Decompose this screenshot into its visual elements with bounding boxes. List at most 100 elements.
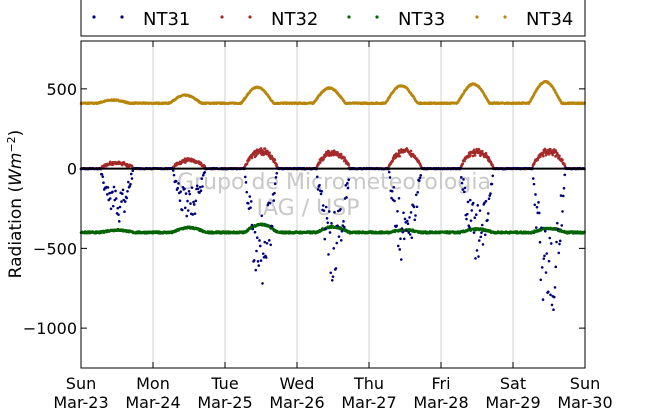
data-point-nt31 — [407, 231, 411, 234]
data-point-nt31 — [125, 196, 129, 200]
data-point-nt31 — [408, 233, 412, 236]
data-point-nt31 — [320, 189, 324, 193]
x-tick-label-day: Thu — [353, 374, 384, 393]
data-point-nt31 — [474, 213, 478, 216]
x-tick-label-date: Mar-27 — [341, 393, 396, 409]
data-point-nt32 — [250, 156, 254, 160]
data-point-nt31 — [412, 205, 416, 209]
data-point-nt31 — [129, 182, 132, 186]
data-point-nt31 — [481, 243, 485, 246]
data-point-nt31 — [550, 303, 554, 307]
data-point-nt31 — [463, 186, 467, 190]
data-point-nt31 — [561, 194, 565, 198]
data-point-nt31 — [460, 181, 464, 185]
data-point-nt32 — [391, 159, 394, 163]
data-point-nt31 — [245, 190, 249, 194]
data-point-nt31 — [541, 298, 545, 301]
data-point-nt31 — [270, 225, 274, 228]
data-point-nt32 — [463, 159, 466, 163]
data-point-nt31 — [250, 223, 254, 227]
data-point-nt31 — [120, 192, 124, 196]
data-point-nt31 — [546, 290, 550, 294]
data-point-nt32 — [461, 162, 465, 165]
data-point-nt31 — [273, 191, 276, 195]
x-tick-label-date: Mar-30 — [557, 393, 612, 409]
x-tick-label-day: Wed — [280, 374, 315, 393]
data-point-nt31 — [405, 219, 409, 223]
data-point-nt32 — [484, 151, 488, 155]
data-point-nt31 — [483, 201, 486, 205]
data-point-nt31 — [259, 259, 263, 262]
data-point-nt31 — [246, 202, 250, 205]
data-point-nt31 — [475, 249, 479, 252]
data-point-nt31 — [402, 211, 405, 215]
legend-marker — [375, 15, 379, 19]
x-tick-label-date: Mar-24 — [125, 393, 180, 409]
data-point-nt32 — [468, 153, 472, 157]
data-point-nt31 — [345, 182, 349, 185]
data-point-nt32 — [263, 147, 267, 150]
data-point-nt32 — [203, 164, 207, 168]
data-point-nt31 — [186, 209, 190, 212]
data-point-nt31 — [387, 170, 391, 174]
data-point-nt32 — [471, 154, 475, 158]
data-point-nt32 — [409, 149, 413, 153]
data-point-nt31 — [185, 214, 189, 218]
data-point-nt31 — [542, 257, 546, 260]
data-point-nt31 — [114, 197, 118, 200]
data-point-nt31 — [192, 200, 195, 204]
y-tick-label: 0 — [67, 160, 77, 179]
legend-marker — [347, 15, 351, 19]
data-point-nt32 — [200, 162, 203, 165]
data-point-nt31 — [459, 176, 463, 179]
x-tick-label-day: Sun — [570, 374, 600, 393]
data-point-nt31 — [315, 175, 319, 179]
data-point-nt31 — [252, 259, 256, 262]
data-point-nt31 — [176, 186, 180, 190]
data-point-nt32 — [339, 152, 343, 156]
y-axis-label: Radiation (Wm−2) — [5, 130, 27, 279]
data-point-nt31 — [473, 216, 477, 219]
data-point-nt31 — [543, 229, 547, 233]
data-point-nt31 — [330, 222, 333, 225]
data-point-nt31 — [102, 181, 105, 184]
data-point-nt31 — [395, 224, 399, 228]
data-point-nt31 — [558, 242, 561, 246]
data-point-nt31 — [199, 189, 203, 192]
data-point-nt31 — [275, 171, 279, 175]
data-point-nt31 — [265, 241, 269, 245]
data-point-nt31 — [328, 231, 332, 234]
data-point-nt31 — [180, 208, 184, 212]
watermark: Grupo de Micrometeorologia IAG / USP — [177, 170, 491, 221]
data-point-nt31 — [400, 227, 404, 230]
data-point-nt31 — [552, 308, 555, 312]
data-point-nt31 — [468, 225, 471, 229]
data-point-nt31 — [329, 271, 333, 275]
legend-marker — [248, 15, 252, 19]
data-point-nt31 — [117, 213, 120, 216]
data-point-nt31 — [344, 184, 348, 187]
data-point-nt31 — [403, 217, 407, 221]
data-point-nt31 — [244, 181, 248, 184]
data-point-nt31 — [554, 265, 558, 269]
data-point-nt31 — [335, 241, 339, 245]
data-point-nt31 — [117, 220, 121, 223]
data-point-nt31 — [533, 203, 537, 207]
x-tick-label-date: Mar-28 — [413, 393, 468, 409]
data-point-nt31 — [556, 227, 560, 231]
data-point-nt31 — [177, 182, 180, 185]
data-point-nt31 — [109, 207, 113, 211]
data-point-nt31 — [108, 197, 112, 200]
data-point-nt31 — [480, 223, 484, 227]
data-point-nt31 — [255, 249, 258, 253]
data-point-nt31 — [121, 188, 125, 192]
data-point-nt31 — [545, 252, 549, 255]
data-point-nt31 — [477, 255, 480, 258]
data-point-nt31 — [193, 212, 197, 215]
data-point-nt31 — [469, 219, 473, 222]
data-point-nt31 — [418, 176, 422, 180]
data-point-nt31 — [101, 175, 105, 178]
data-point-nt31 — [105, 193, 109, 196]
data-point-nt31 — [264, 256, 268, 259]
data-point-nt31 — [324, 227, 327, 231]
